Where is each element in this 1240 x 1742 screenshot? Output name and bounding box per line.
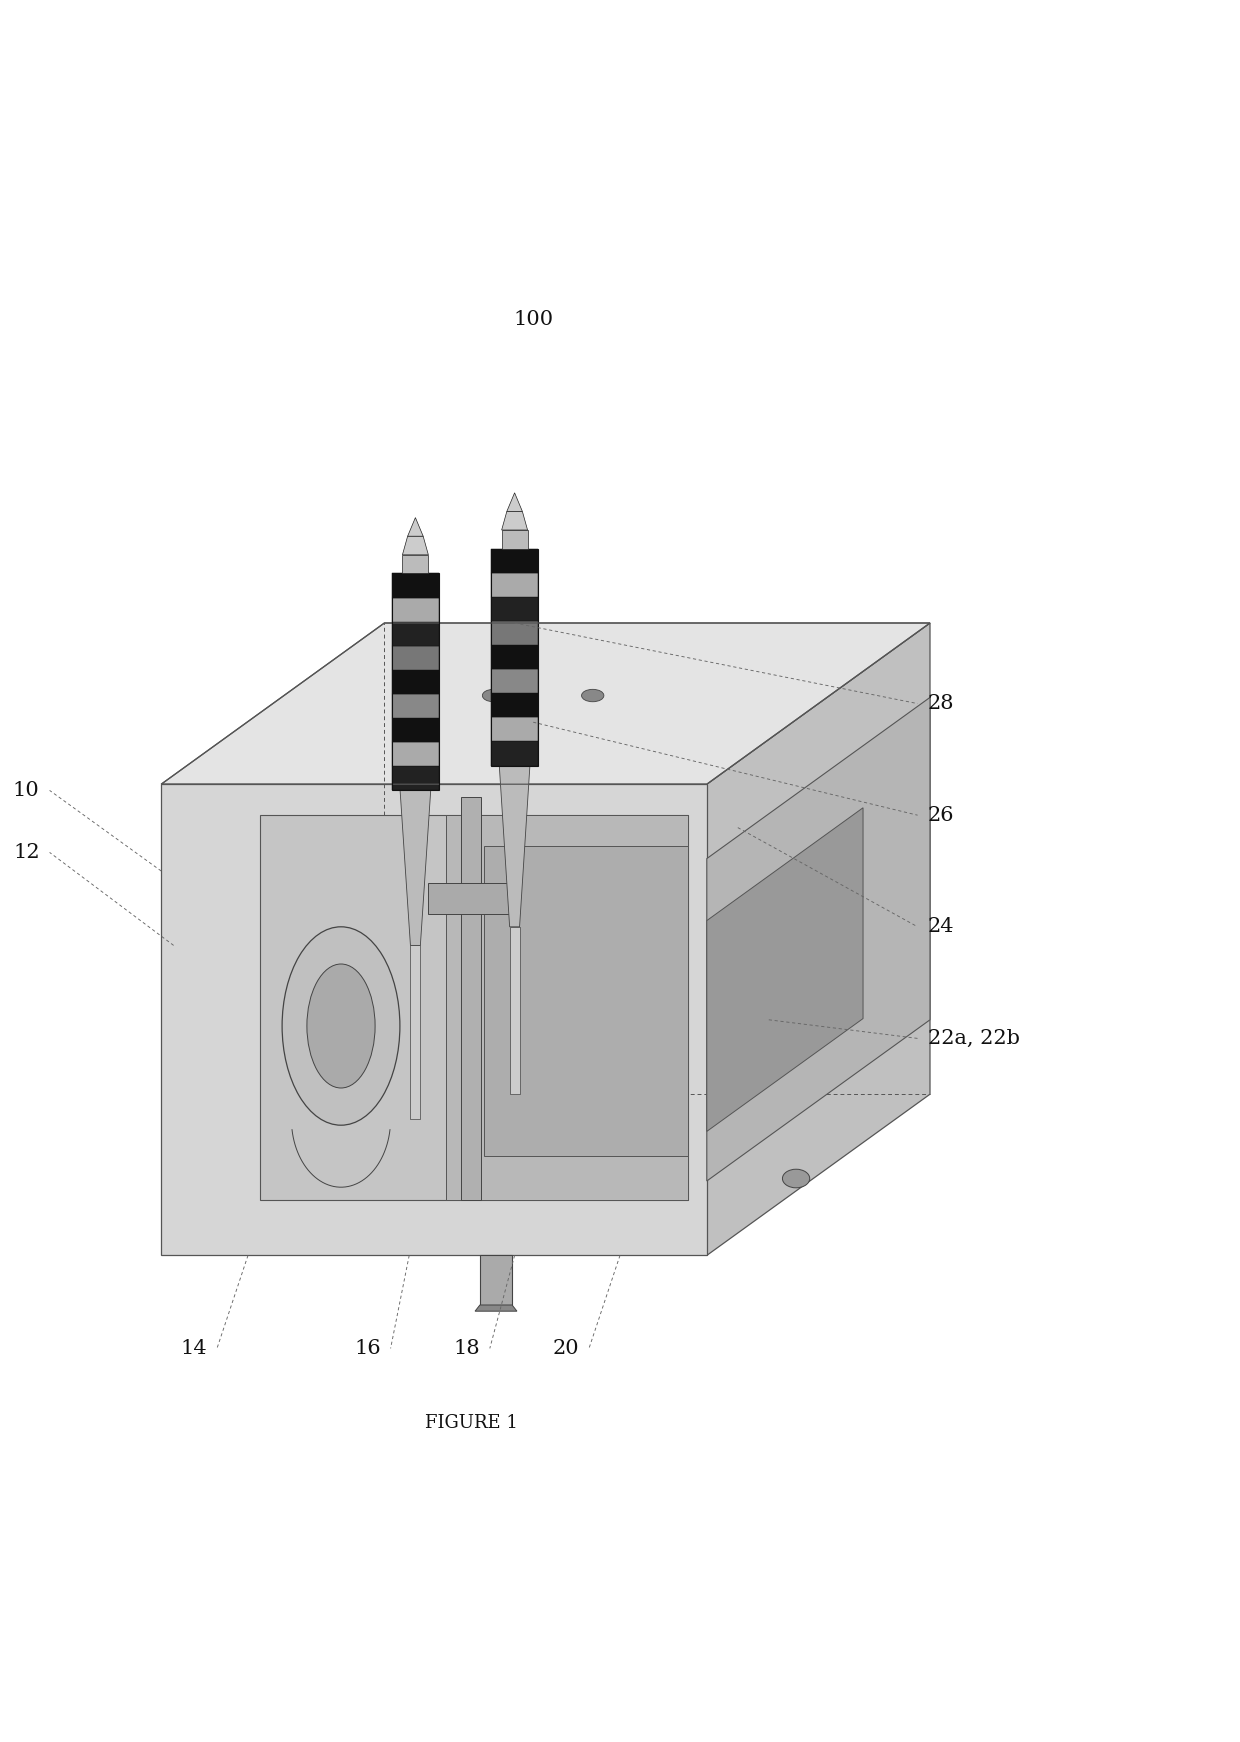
- Polygon shape: [428, 883, 515, 915]
- Text: 10: 10: [12, 780, 40, 800]
- Text: 16: 16: [355, 1340, 381, 1359]
- Polygon shape: [510, 927, 520, 1094]
- Ellipse shape: [482, 690, 505, 702]
- Text: FIGURE 1: FIGURE 1: [425, 1415, 517, 1432]
- Polygon shape: [392, 646, 439, 671]
- Text: 100: 100: [513, 310, 553, 329]
- Polygon shape: [392, 693, 439, 718]
- Polygon shape: [392, 671, 439, 693]
- Text: 28: 28: [928, 693, 954, 712]
- Polygon shape: [707, 624, 930, 1256]
- Polygon shape: [491, 620, 538, 645]
- Polygon shape: [260, 815, 688, 1200]
- Polygon shape: [707, 697, 930, 1181]
- Polygon shape: [484, 847, 688, 1157]
- Polygon shape: [480, 1256, 512, 1305]
- Ellipse shape: [306, 963, 374, 1089]
- Polygon shape: [410, 946, 420, 1118]
- Ellipse shape: [582, 690, 604, 702]
- Polygon shape: [392, 573, 439, 598]
- Polygon shape: [403, 554, 428, 573]
- Text: 22a, 22b: 22a, 22b: [928, 1030, 1019, 1049]
- Polygon shape: [500, 765, 529, 927]
- Polygon shape: [461, 796, 481, 1200]
- Polygon shape: [491, 718, 538, 742]
- Polygon shape: [161, 624, 930, 784]
- Polygon shape: [491, 693, 538, 718]
- Text: 18: 18: [454, 1340, 480, 1359]
- Polygon shape: [491, 742, 538, 765]
- Polygon shape: [403, 537, 428, 554]
- Polygon shape: [491, 573, 538, 598]
- Polygon shape: [392, 598, 439, 622]
- Text: 24: 24: [928, 918, 954, 935]
- Polygon shape: [491, 549, 538, 573]
- Polygon shape: [491, 645, 538, 669]
- Polygon shape: [491, 598, 538, 620]
- Polygon shape: [401, 791, 430, 946]
- Polygon shape: [408, 517, 423, 537]
- Polygon shape: [502, 512, 527, 530]
- Polygon shape: [475, 1305, 517, 1312]
- Polygon shape: [707, 808, 863, 1131]
- Polygon shape: [392, 718, 439, 742]
- Polygon shape: [392, 742, 439, 766]
- Polygon shape: [446, 815, 688, 1200]
- Ellipse shape: [283, 927, 399, 1125]
- Text: 14: 14: [181, 1340, 207, 1359]
- Polygon shape: [502, 530, 527, 549]
- Polygon shape: [161, 784, 707, 1256]
- Text: 26: 26: [928, 807, 954, 824]
- Text: 12: 12: [14, 843, 40, 862]
- Polygon shape: [392, 766, 439, 791]
- Polygon shape: [392, 622, 439, 646]
- Polygon shape: [491, 669, 538, 693]
- Ellipse shape: [782, 1169, 810, 1188]
- Polygon shape: [507, 493, 522, 512]
- Text: 20: 20: [553, 1340, 579, 1359]
